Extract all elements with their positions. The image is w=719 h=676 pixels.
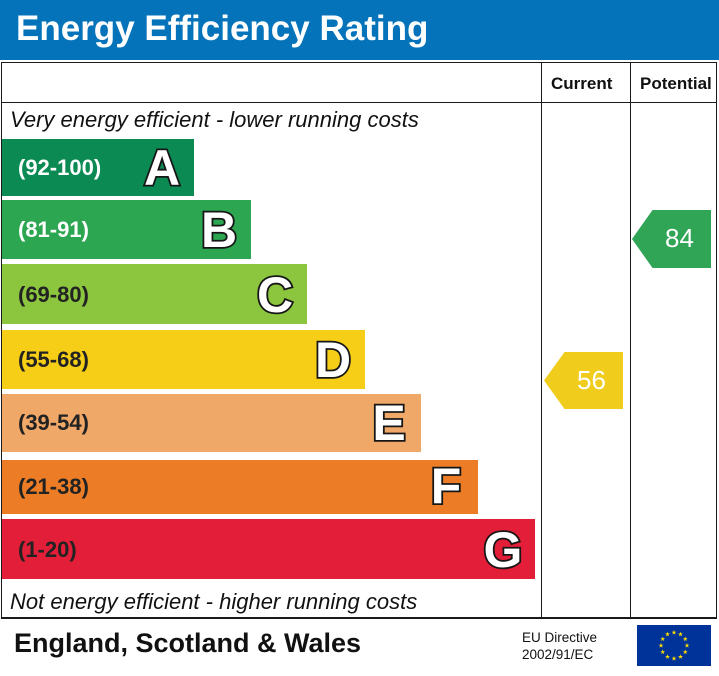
- svg-text:G: G: [484, 522, 523, 578]
- svg-text:D: D: [315, 332, 351, 388]
- svg-text:B: B: [201, 202, 237, 258]
- svg-text:E: E: [372, 395, 405, 451]
- svg-text:A: A: [144, 140, 180, 196]
- svg-text:F: F: [431, 458, 462, 514]
- svg-text:C: C: [257, 267, 293, 323]
